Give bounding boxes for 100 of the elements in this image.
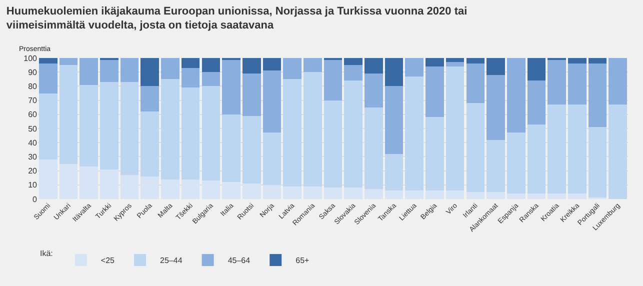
bar xyxy=(242,74,261,116)
bar xyxy=(59,65,78,164)
bar xyxy=(59,164,78,199)
bar xyxy=(80,58,98,85)
bar xyxy=(568,64,586,105)
y-tick-label: 60 xyxy=(28,110,38,120)
bar xyxy=(344,80,362,188)
legend-label: <25 xyxy=(100,256,116,266)
y-tick-label: 100 xyxy=(24,54,38,63)
bar xyxy=(486,140,505,192)
bar xyxy=(486,192,505,199)
bar xyxy=(100,59,118,82)
bar xyxy=(262,184,282,199)
y-tick-label: 10 xyxy=(28,180,38,190)
bar xyxy=(304,72,322,186)
bar xyxy=(161,179,180,199)
bar xyxy=(384,190,404,199)
bar xyxy=(242,116,261,184)
bar xyxy=(161,79,180,180)
bar xyxy=(181,68,200,88)
bar xyxy=(527,124,546,194)
bar xyxy=(446,66,464,191)
bar xyxy=(384,58,404,86)
bar xyxy=(120,58,139,82)
bar xyxy=(222,59,240,114)
bar xyxy=(100,169,118,199)
bar xyxy=(262,58,282,71)
bar xyxy=(588,127,607,198)
bar xyxy=(304,186,322,199)
bar xyxy=(364,107,383,190)
bar xyxy=(39,64,58,94)
bar xyxy=(202,86,220,181)
legend-label: 45–64 xyxy=(228,256,251,266)
bar xyxy=(364,74,383,108)
bar xyxy=(344,188,362,199)
bar xyxy=(384,154,404,191)
bar xyxy=(588,64,607,128)
bar xyxy=(59,58,78,66)
y-tick-label: 30 xyxy=(28,152,38,162)
bar xyxy=(405,58,424,76)
bar xyxy=(466,192,485,199)
bar xyxy=(446,62,464,66)
bar xyxy=(568,58,586,64)
bar xyxy=(324,188,342,199)
bar xyxy=(161,58,180,80)
bar xyxy=(466,58,485,64)
bar xyxy=(283,186,302,199)
bar xyxy=(506,193,526,199)
bar xyxy=(120,175,139,199)
bar xyxy=(426,117,444,191)
legend-title: Ikä: xyxy=(40,248,53,258)
y-tick-label: 20 xyxy=(28,166,38,176)
bar xyxy=(426,66,444,118)
legend-label: 65+ xyxy=(296,256,310,266)
bar xyxy=(568,104,586,194)
bar xyxy=(548,193,566,199)
bar xyxy=(100,82,118,170)
bar xyxy=(568,193,586,199)
bar xyxy=(202,180,220,199)
bar xyxy=(242,58,261,74)
y-tick-label: 90 xyxy=(28,68,38,77)
bar xyxy=(222,114,240,182)
bar xyxy=(527,58,546,81)
bar xyxy=(426,58,444,66)
bar xyxy=(202,72,220,86)
bar xyxy=(324,59,342,100)
bar xyxy=(506,132,526,194)
bar xyxy=(608,104,627,199)
bar xyxy=(486,74,505,140)
y-tick-label: 80 xyxy=(28,82,38,91)
bar xyxy=(80,166,98,199)
y-tick-label: 50 xyxy=(28,124,38,134)
bar xyxy=(140,86,160,112)
bar xyxy=(588,58,607,64)
bar xyxy=(80,84,98,167)
bar xyxy=(140,176,160,199)
bar xyxy=(242,183,261,199)
bar xyxy=(466,64,485,104)
bar xyxy=(527,80,546,124)
bar xyxy=(222,182,240,199)
bar xyxy=(548,104,566,194)
bar xyxy=(181,88,200,180)
y-tick-label: 70 xyxy=(28,96,38,106)
bar xyxy=(506,58,526,133)
bar xyxy=(344,58,362,66)
bar xyxy=(527,193,546,199)
bar xyxy=(140,112,160,176)
bar xyxy=(202,58,220,72)
bar xyxy=(364,189,383,199)
bar xyxy=(39,93,58,160)
bar xyxy=(486,58,505,75)
bar xyxy=(405,76,424,191)
bar xyxy=(181,179,200,199)
bar xyxy=(324,100,342,188)
bar xyxy=(344,65,362,81)
y-tick-label: 0 xyxy=(32,194,38,204)
bar xyxy=(39,58,58,64)
bar xyxy=(466,103,485,192)
bar xyxy=(262,132,282,185)
chart-title: Huumekuolemien ikäjakauma Euroopan unionissa, Norjassa ja Turkissa vuonna 2020 tai viimeisimmältä vuodelta, josta on tietoja saatavana xyxy=(6,5,468,32)
